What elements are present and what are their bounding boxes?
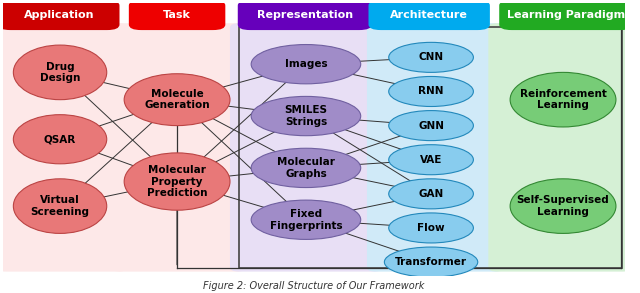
FancyBboxPatch shape (0, 23, 127, 272)
FancyBboxPatch shape (369, 0, 490, 30)
Text: Drug
Design: Drug Design (40, 62, 80, 83)
Ellipse shape (388, 145, 474, 175)
FancyBboxPatch shape (367, 23, 504, 272)
FancyBboxPatch shape (230, 23, 383, 272)
Ellipse shape (251, 45, 361, 84)
Ellipse shape (388, 179, 474, 209)
Text: Application: Application (24, 10, 94, 20)
Text: Figure 2: Overall Structure of Our Framework: Figure 2: Overall Structure of Our Frame… (204, 281, 425, 291)
Ellipse shape (388, 110, 474, 141)
Ellipse shape (388, 42, 474, 72)
FancyBboxPatch shape (129, 0, 225, 30)
Text: Molecular
Property
Prediction: Molecular Property Prediction (147, 165, 207, 198)
Ellipse shape (385, 247, 477, 277)
Ellipse shape (388, 76, 474, 106)
Ellipse shape (251, 96, 361, 136)
Text: Fixed
Fingerprints: Fixed Fingerprints (269, 209, 342, 231)
Ellipse shape (124, 74, 230, 126)
Text: GNN: GNN (418, 121, 444, 131)
FancyBboxPatch shape (238, 0, 372, 30)
Text: Representation: Representation (257, 10, 353, 20)
FancyBboxPatch shape (488, 23, 632, 272)
Text: Architecture: Architecture (390, 10, 468, 20)
Ellipse shape (13, 179, 107, 234)
Ellipse shape (251, 148, 361, 188)
Text: Molecule
Generation: Molecule Generation (144, 89, 210, 110)
Text: VAE: VAE (420, 155, 442, 165)
Text: Task: Task (163, 10, 191, 20)
Text: QSAR: QSAR (44, 134, 76, 144)
Ellipse shape (388, 213, 474, 243)
Ellipse shape (13, 115, 107, 164)
Text: Transformer: Transformer (395, 257, 467, 267)
Text: RNN: RNN (419, 86, 444, 96)
Ellipse shape (251, 200, 361, 239)
Ellipse shape (124, 153, 230, 210)
Text: Learning Paradigm: Learning Paradigm (507, 10, 625, 20)
Ellipse shape (13, 45, 107, 100)
Bar (239, 27, 622, 268)
Ellipse shape (510, 72, 616, 127)
Text: GAN: GAN (419, 189, 444, 199)
Text: Reinforcement
Learning: Reinforcement Learning (520, 89, 607, 110)
Text: Virtual
Screening: Virtual Screening (31, 195, 90, 217)
FancyBboxPatch shape (499, 0, 633, 30)
Text: SMILES
Strings: SMILES Strings (284, 105, 328, 127)
Text: Images: Images (285, 59, 327, 69)
Text: Self-Supervised
Learning: Self-Supervised Learning (516, 195, 609, 217)
Text: Molecular
Graphs: Molecular Graphs (277, 157, 335, 179)
Text: Flow: Flow (417, 223, 445, 233)
FancyBboxPatch shape (112, 23, 246, 272)
Ellipse shape (510, 179, 616, 234)
FancyBboxPatch shape (0, 0, 120, 30)
Text: CNN: CNN (419, 52, 444, 62)
